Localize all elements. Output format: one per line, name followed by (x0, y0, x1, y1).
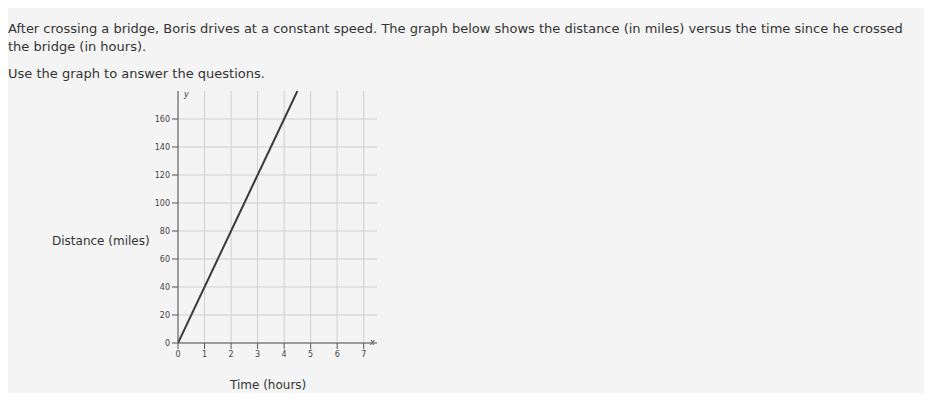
html-text:Distance (miles): Distance (miles) (52, 234, 150, 248)
html-text:x: x (370, 338, 375, 347)
svg-text:4: 4 (282, 350, 287, 359)
svg-text:7: 7 (361, 350, 366, 359)
svg-text:160: 160 (155, 115, 170, 124)
svg-text:140: 140 (155, 143, 170, 152)
svg-text:5: 5 (308, 350, 313, 359)
svg-text:40: 40 (160, 283, 170, 292)
svg-text:80: 80 (160, 227, 170, 236)
svg-text:100: 100 (155, 199, 170, 208)
svg-text:0: 0 (165, 339, 170, 348)
html-text:y: y (184, 90, 189, 99)
html-text:Use the graph to answer the qu: Use the graph to answer the questions. (8, 66, 265, 81)
svg-text:120: 120 (155, 171, 170, 180)
svg-text:2: 2 (229, 350, 234, 359)
svg-text:1: 1 (202, 350, 207, 359)
svg-text:20: 20 (160, 311, 170, 320)
svg-text:0: 0 (175, 350, 180, 359)
svg-text:3: 3 (255, 350, 260, 359)
svg-text:60: 60 (160, 255, 170, 264)
html-text:Time (hours): Time (hours) (230, 378, 307, 392)
html-text:After crossing a bridge, Boris: After crossing a bridge, Boris drives at… (8, 21, 903, 54)
svg-text:6: 6 (335, 350, 340, 359)
